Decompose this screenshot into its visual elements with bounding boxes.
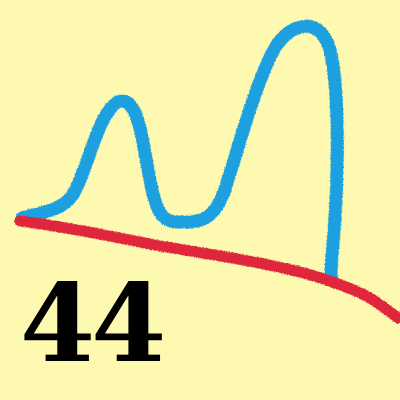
blue-curve: [15, 19, 344, 287]
number-label: 44: [20, 261, 166, 387]
red-baseline: [14, 215, 400, 324]
